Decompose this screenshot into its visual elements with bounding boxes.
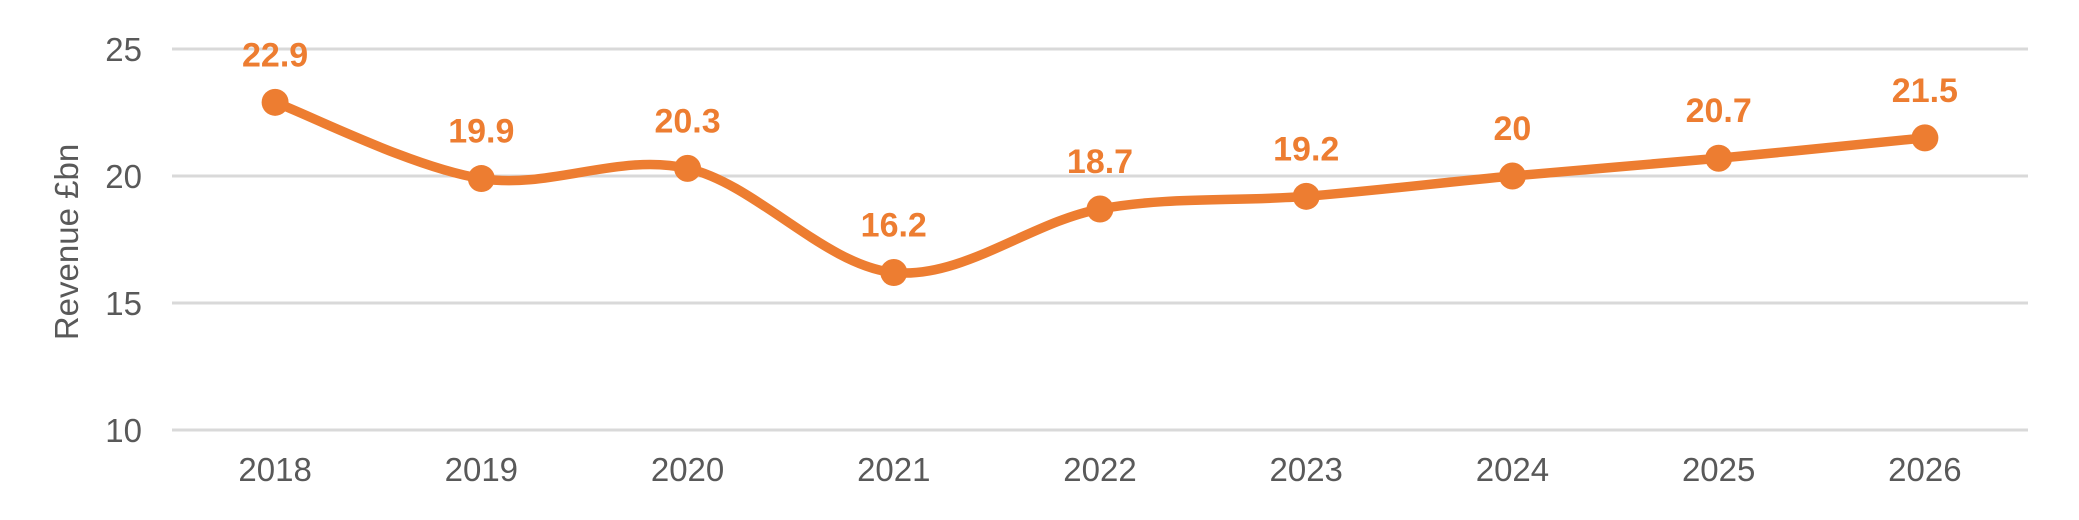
revenue-series: [270, 97, 1930, 278]
data-point-marker: [1292, 182, 1320, 210]
data-point-labels: 22.9 19.9 20.3 16.2 18.7 19.2 20 20.7 21.5: [242, 36, 1958, 244]
data-point-label: 16.2: [861, 207, 927, 245]
y-axis-tick-labels: 25 20 15 10: [105, 31, 142, 449]
data-point-marker: [1911, 124, 1939, 152]
data-point-marker: [674, 154, 702, 182]
data-point-label: 20: [1494, 110, 1532, 148]
x-tick-label: 2026: [1888, 451, 1961, 488]
x-tick-label: 2023: [1270, 451, 1343, 488]
x-tick-label: 2018: [238, 451, 311, 488]
data-point-label: 21.5: [1892, 72, 1958, 110]
data-point-marker: [1498, 162, 1526, 190]
data-point-label: 22.9: [242, 36, 308, 74]
data-point-label: 20.7: [1686, 92, 1752, 130]
x-tick-label: 2021: [857, 451, 930, 488]
data-point-marker: [880, 259, 908, 287]
data-point-markers: [261, 88, 1939, 287]
y-axis-title: Revenue £bn: [48, 144, 85, 340]
x-tick-label: 2024: [1476, 451, 1549, 488]
series-line: [270, 97, 1930, 278]
data-point-label: 19.2: [1273, 130, 1339, 168]
data-point-marker: [261, 88, 289, 116]
data-point-marker: [467, 165, 495, 193]
y-tick-label: 25: [105, 31, 142, 68]
x-tick-label: 2022: [1063, 451, 1136, 488]
data-point-label: 19.9: [448, 113, 514, 151]
x-axis-tick-labels: 2018 2019 2020 2021 2022 2023 2024 2025 2026: [238, 451, 1961, 488]
x-tick-label: 2025: [1682, 451, 1755, 488]
data-point-marker: [1086, 195, 1114, 223]
data-point-label: 18.7: [1067, 143, 1133, 181]
y-tick-label: 20: [105, 158, 142, 195]
x-tick-label: 2019: [445, 451, 518, 488]
x-tick-label: 2020: [651, 451, 724, 488]
y-tick-label: 10: [105, 412, 142, 449]
y-tick-label: 15: [105, 285, 142, 322]
data-point-label: 20.3: [654, 102, 720, 140]
data-point-marker: [1705, 144, 1733, 172]
